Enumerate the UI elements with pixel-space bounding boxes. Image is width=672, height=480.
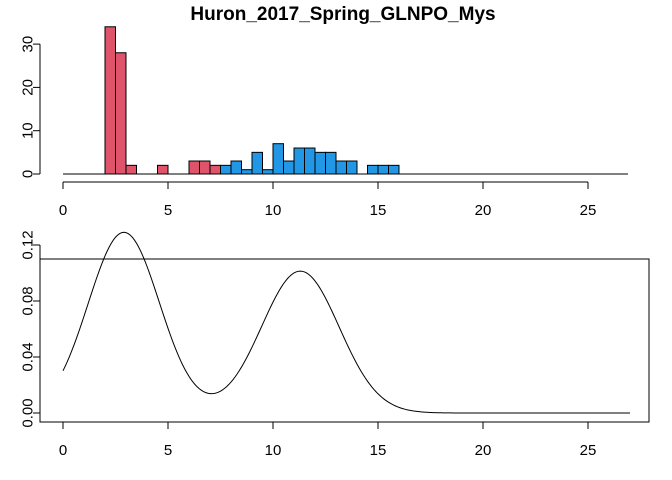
histogram-bar xyxy=(335,160,347,175)
histogram-bar xyxy=(188,160,200,175)
chart-title: Huron_2017_Spring_GLNPO_Mys xyxy=(190,4,495,25)
y-tick-label: 20 xyxy=(19,79,36,96)
x-tick-label: 0 xyxy=(59,442,67,459)
histogram-panel: Huron_2017_Spring_GLNPO_Mys 0 10 20 30 0 5 10… xyxy=(19,4,628,219)
histogram-bar xyxy=(388,164,400,175)
histogram-bar xyxy=(304,147,316,175)
histogram-bar xyxy=(325,151,337,175)
x-tick-label: 5 xyxy=(164,442,172,459)
histogram-x-axis: 0 5 10 15 20 25 xyxy=(59,181,597,219)
histogram-bar xyxy=(104,26,116,175)
y-tick-label: 0.08 xyxy=(19,286,36,315)
histogram-y-axis: 0 10 20 30 xyxy=(19,36,41,178)
histogram-bar xyxy=(115,52,127,175)
x-tick-label: 25 xyxy=(580,202,597,219)
histogram-bar xyxy=(220,164,232,175)
y-tick-label: 0 xyxy=(19,170,36,178)
x-tick-label: 10 xyxy=(265,442,282,459)
y-tick-label: 0.00 xyxy=(19,398,36,427)
density-panel: 0.00 0.04 0.08 0.12 0 5 10 15 20 25 xyxy=(19,230,650,459)
x-tick-label: 15 xyxy=(370,442,387,459)
density-y-axis: 0.00 0.04 0.08 0.12 xyxy=(19,230,41,428)
histogram-bar xyxy=(377,164,389,175)
histogram-bar xyxy=(230,160,242,175)
x-tick-label: 0 xyxy=(59,202,67,219)
histogram-bar xyxy=(314,151,326,175)
density-line xyxy=(62,231,630,414)
histogram-bar xyxy=(241,169,253,175)
x-tick-label: 15 xyxy=(370,202,387,219)
histogram-bar xyxy=(125,164,137,175)
histogram-bar xyxy=(199,160,211,175)
histogram-bar xyxy=(346,160,358,175)
x-tick-label: 25 xyxy=(580,442,597,459)
density-x-axis: 0 5 10 15 20 25 xyxy=(59,421,597,459)
y-tick-label: 0.04 xyxy=(19,342,36,371)
histogram-bar xyxy=(262,169,274,175)
histogram-bar xyxy=(251,151,263,175)
histogram-bar xyxy=(157,164,169,175)
histogram-bar xyxy=(367,164,379,175)
x-tick-label: 20 xyxy=(475,442,492,459)
density-plot-frame xyxy=(39,258,650,423)
x-tick-label: 20 xyxy=(475,202,492,219)
histogram-bar xyxy=(293,147,305,175)
x-tick-label: 10 xyxy=(265,202,282,219)
y-tick-label: 10 xyxy=(19,122,36,139)
histogram-bars xyxy=(104,26,400,175)
y-tick-label: 30 xyxy=(19,36,36,53)
histogram-bar xyxy=(283,160,295,175)
histogram-bar xyxy=(272,143,284,175)
histogram-bar xyxy=(209,164,221,175)
x-tick-label: 5 xyxy=(164,202,172,219)
y-tick-label: 0.12 xyxy=(19,230,36,259)
